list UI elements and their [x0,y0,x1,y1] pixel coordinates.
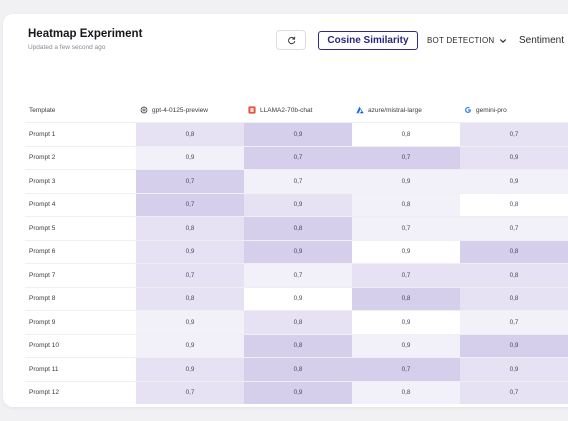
heatmap-table: Template gpt-4-0125-preview LLAMA2-70b-c… [25,98,568,404]
heatmap-cell[interactable]: 0,8 [460,240,568,263]
heatmap-cell[interactable]: 0,9 [460,334,568,357]
azure-icon [356,106,364,114]
prompt-label: Prompt 7 [29,271,56,279]
heatmap-cell[interactable]: 0,9 [136,334,244,357]
heatmap-cell[interactable]: 0,9 [244,193,352,216]
openai-icon [140,106,148,114]
column-header-llama2[interactable]: LLAMA2-70b-chat [244,106,352,114]
heatmap-cell[interactable]: 0,8 [352,381,460,404]
table-row: Prompt 10 0,9 0,8 0,9 0,9 [25,333,568,357]
heatmap-cell[interactable]: 0,7 [244,264,352,287]
heatmap-cell[interactable]: 0,8 [460,287,568,310]
model-name: gemini-pro [476,106,507,114]
chevron-down-icon [500,38,507,43]
llama-icon [248,106,256,114]
heatmap-cell[interactable]: 0,7 [244,170,352,193]
heatmap-card: Heatmap Experiment Updated a few second … [3,14,568,407]
heatmap-cell[interactable]: 0,9 [136,240,244,263]
heatmap-cell[interactable]: 0,8 [460,193,568,216]
table-row: Prompt 2 0,9 0,7 0,7 0,9 [25,145,568,169]
google-icon [464,106,472,114]
heatmap-cell[interactable]: 0,8 [352,123,460,146]
heatmap-cell[interactable]: 0,7 [460,123,568,146]
model-name: LLAMA2-70b-chat [260,106,313,114]
heatmap-cell[interactable]: 0,8 [136,287,244,310]
heatmap-cell[interactable]: 0,8 [244,334,352,357]
prompt-label: Prompt 11 [29,365,59,373]
prompt-label: Prompt 5 [29,224,56,232]
heatmap-cell[interactable]: 0,9 [244,123,352,146]
table-header-row: Template gpt-4-0125-preview LLAMA2-70b-c… [25,98,568,122]
heatmap-cell[interactable]: 0,7 [352,264,460,287]
prompt-label: Prompt 6 [29,248,56,256]
table-row: Prompt 1 0,8 0,9 0,8 0,7 [25,122,568,146]
heatmap-cell[interactable]: 0,9 [136,146,244,169]
bot-detection-dropdown[interactable]: BOT DETECTION [427,31,507,50]
refresh-button[interactable] [276,30,306,50]
heatmap-cell[interactable]: 0,9 [244,287,352,310]
heatmap-cell[interactable]: 0,7 [460,217,568,240]
table-row: Prompt 12 0,7 0,9 0,8 0,7 [25,380,568,404]
model-name: azure/mistral-large [368,106,422,114]
heatmap-cell[interactable]: 0,7 [352,358,460,381]
heatmap-cell[interactable]: 0,8 [244,217,352,240]
model-name: gpt-4-0125-preview [152,106,209,114]
heatmap-cell[interactable]: 0,7 [352,146,460,169]
heatmap-cell[interactable]: 0,7 [136,193,244,216]
card-header: Heatmap Experiment Updated a few second … [3,14,568,74]
heatmap-cell[interactable]: 0,9 [460,170,568,193]
prompt-label: Prompt 10 [29,342,59,350]
heatmap-cell[interactable]: 0,8 [244,358,352,381]
heatmap-cell[interactable]: 0,9 [352,334,460,357]
page-title: Heatmap Experiment [28,28,143,40]
heatmap-cell[interactable]: 0,8 [352,193,460,216]
prompt-label: Prompt 12 [29,389,59,397]
table-row: Prompt 11 0,9 0,8 0,7 0,9 [25,357,568,381]
heatmap-cell[interactable]: 0,8 [460,264,568,287]
update-status: Updated a few second ago [28,44,106,51]
heatmap-cell[interactable]: 0,7 [136,381,244,404]
table-row: Prompt 3 0,7 0,7 0,9 0,9 [25,169,568,193]
heatmap-cell[interactable]: 0,9 [352,170,460,193]
table-row: Prompt 6 0,9 0,9 0,9 0,8 [25,239,568,263]
heatmap-cell[interactable]: 0,7 [460,311,568,334]
heatmap-cell[interactable]: 0,7 [244,146,352,169]
heatmap-cell[interactable]: 0,9 [352,311,460,334]
heatmap-cell[interactable]: 0,9 [136,358,244,381]
table-row: Prompt 4 0,7 0,9 0,8 0,8 [25,192,568,216]
prompt-label: Prompt 1 [29,130,56,138]
heatmap-cell[interactable]: 0,8 [136,217,244,240]
table-row: Prompt 7 0,7 0,7 0,7 0,8 [25,263,568,287]
refresh-icon [287,36,295,44]
heatmap-cell[interactable]: 0,9 [244,381,352,404]
table-row: Prompt 5 0,8 0,8 0,7 0,7 [25,216,568,240]
cosine-similarity-button[interactable]: Cosine Similarity [318,31,418,50]
heatmap-cell[interactable]: 0,9 [352,240,460,263]
heatmap-cell[interactable]: 0,9 [460,358,568,381]
heatmap-cell[interactable]: 0,9 [460,146,568,169]
column-header-gemini[interactable]: gemini-pro [460,106,568,114]
sentiment-tab[interactable]: Sentiment [519,35,565,46]
column-header-mistral[interactable]: azure/mistral-large [352,106,460,114]
bot-detection-label: BOT DETECTION [427,36,495,45]
prompt-label: Prompt 8 [29,295,56,303]
heatmap-cell[interactable]: 0,7 [136,264,244,287]
heatmap-cell[interactable]: 0,9 [136,311,244,334]
prompt-label: Prompt 9 [29,318,56,326]
table-body: Prompt 1 0,8 0,9 0,8 0,7 Prompt 2 0,9 0,7 0,7 0,9… [25,122,568,404]
heatmap-cell[interactable]: 0,8 [136,123,244,146]
column-header-gpt4[interactable]: gpt-4-0125-preview [136,106,244,114]
heatmap-cell[interactable]: 0,8 [244,311,352,334]
prompt-label: Prompt 3 [29,177,56,185]
prompt-label: Prompt 4 [29,201,56,209]
template-column-header: Template [29,106,56,114]
heatmap-cell[interactable]: 0,7 [352,217,460,240]
table-row: Prompt 8 0,8 0,9 0,8 0,8 [25,286,568,310]
table-row: Prompt 9 0,9 0,8 0,9 0,7 [25,310,568,334]
heatmap-cell[interactable]: 0,7 [136,170,244,193]
heatmap-cell[interactable]: 0,9 [244,240,352,263]
heatmap-cell[interactable]: 0,7 [460,381,568,404]
heatmap-cell[interactable]: 0,8 [352,287,460,310]
prompt-label: Prompt 2 [29,154,56,162]
